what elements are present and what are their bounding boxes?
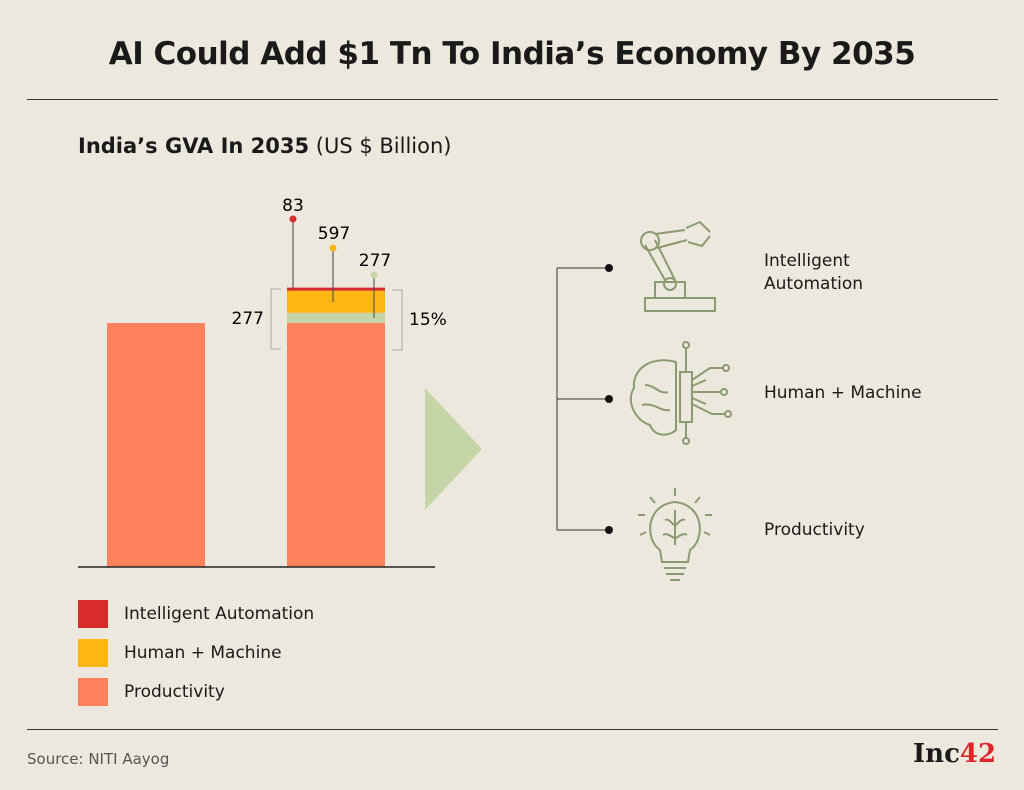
legend-label: Productivity [124,681,225,702]
bar-2-intelligent-automation [287,287,385,291]
icon-label-human-machine: Human + Machine [764,383,922,403]
label-ia: 83 [282,196,304,216]
subtitle-unit: (US $ Billion) [315,134,452,158]
legend: Intelligent Automation Human + Machine P… [78,594,314,711]
bar-2-productivity [287,323,385,567]
source-note: Source: NITI Aayog [27,750,170,768]
legend-item-productivity: Productivity [78,672,314,711]
marker-ia [289,215,297,223]
chart-subtitle: India’s GVA In 2035 (US $ Billion) [78,134,452,158]
bracket-right [392,289,403,351]
bracket-left [270,288,281,350]
label-bracket-left: 277 [232,309,264,329]
legend-label: Intelligent Automation [124,603,315,624]
legend-item-human-machine: Human + Machine [78,633,314,672]
bar-2-segment-extra [287,312,385,323]
node-dot [605,395,613,403]
legend-swatch [78,677,108,706]
logo-text: Inc [913,739,960,769]
label-line: Automation [764,274,864,294]
lightbulb-brain-icon [638,488,712,581]
marker-hm [329,244,337,252]
node-dot [605,264,613,272]
divider [27,729,998,730]
legend-swatch [78,638,108,667]
bar-2-human-machine [287,290,385,313]
connector-lines [556,267,609,531]
label-line: Intelligent [764,251,850,271]
legend-label: Human + Machine [124,642,282,663]
robot-arm-icon [640,220,716,312]
legend-swatch [78,599,108,628]
subtitle-bold: India’s GVA In 2035 [78,134,310,158]
icon-label-intelligent-automation: Intelligent Automation [764,250,863,296]
legend-item-intelligent-automation: Intelligent Automation [78,594,314,633]
bar-1-productivity [107,323,205,567]
arrow-icon [425,388,482,510]
logo-number: 42 [959,739,997,769]
inc42-logo: Inc42 [913,739,996,769]
page-title: AI Could Add $1 Tn To India’s Economy By… [108,36,916,72]
label-green: 277 [359,251,391,271]
label-hm: 597 [318,224,350,244]
divider [27,99,998,100]
icon-label-productivity: Productivity [764,520,865,540]
marker-green [370,271,378,279]
brain-circuit-icon [629,341,732,445]
node-dot [605,526,613,534]
label-bracket-right: 15% [409,310,447,330]
